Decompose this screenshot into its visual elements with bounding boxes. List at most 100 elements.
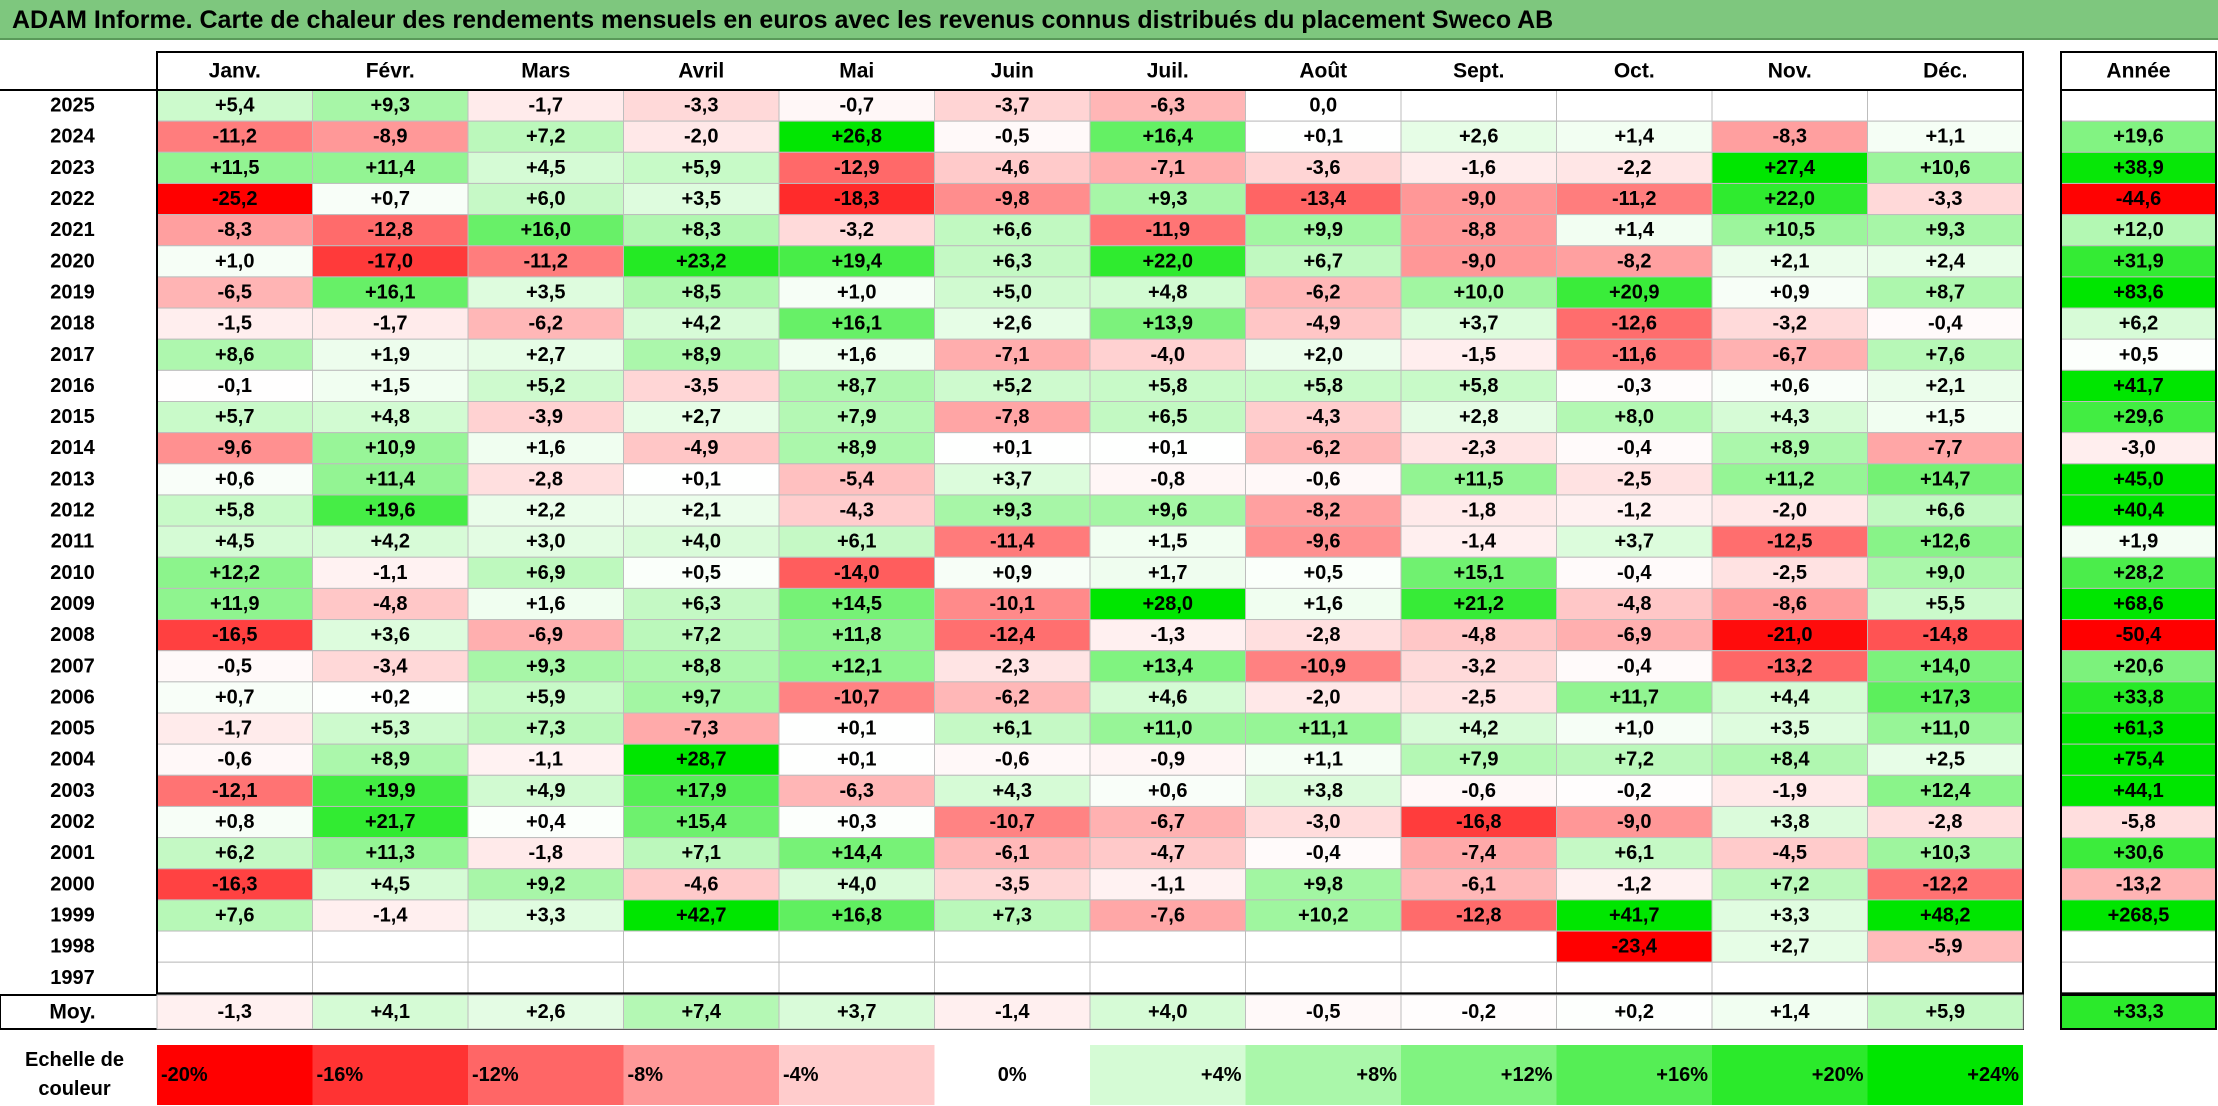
heatmap-cell [1400, 401, 1557, 434]
scale-swatch [1712, 1045, 1868, 1105]
heatmap-cell-label: +4,6 [1148, 686, 1187, 708]
heatmap-cell-label: +16,0 [520, 219, 571, 241]
heatmap-cell [623, 619, 780, 652]
scale-label: +4% [1201, 1064, 1242, 1086]
heatmap-cell [467, 151, 624, 184]
heatmap-cell-label: -6,9 [1617, 624, 1651, 646]
heatmap-cell [778, 120, 935, 153]
heatmap-cell [1245, 369, 1402, 403]
heatmap-cell-label: -14,0 [834, 562, 880, 584]
row-year-label: 2001 [50, 842, 95, 864]
heatmap-cell-label: -0,4 [1306, 842, 1341, 864]
annual-cell-label: +20,6 [2113, 655, 2164, 677]
heatmap-cell-label: +4,3 [1770, 406, 1809, 428]
heatmap-cell [467, 961, 624, 994]
heatmap-cell-label: +3,7 [993, 468, 1032, 490]
heatmap-cell [1400, 245, 1557, 278]
heatmap-cell-label: -4,7 [1151, 842, 1185, 864]
heatmap-cell [1089, 743, 1246, 776]
heatmap-cell [623, 587, 780, 621]
heatmap-cell [312, 401, 469, 434]
heatmap-cell-label: -8,9 [373, 126, 407, 148]
heatmap-cell [778, 930, 935, 963]
heatmap-cell-label: -7,8 [995, 406, 1029, 428]
heatmap-cell [623, 930, 780, 963]
heatmap-cell [1867, 712, 2024, 745]
annual-cell-label: +44,1 [2113, 780, 2164, 802]
heatmap-cell [1245, 899, 1402, 932]
heatmap-cell-label: -11,9 [1146, 219, 1190, 241]
heatmap-cell [934, 837, 1091, 870]
average-cell [1089, 994, 1246, 1030]
annual-cell [2060, 556, 2217, 589]
scale-swatch [779, 1045, 935, 1105]
heatmap-cell-label: -11,2 [524, 250, 568, 272]
heatmap-cell-label: +9,2 [526, 873, 565, 895]
heatmap-cell-label: -4,6 [684, 873, 718, 895]
row-year-label: 2022 [50, 188, 95, 210]
heatmap-cell [1867, 494, 2024, 527]
row-year-label: 2019 [50, 281, 95, 303]
heatmap-cell-label: +13,9 [1142, 313, 1193, 335]
heatmap-cell [1867, 276, 2024, 309]
heatmap-cell [1711, 743, 1868, 776]
heatmap-cell-label: +0,2 [371, 686, 410, 708]
heatmap-cell-label: -0,6 [218, 749, 252, 771]
heatmap-cell-label: -2,5 [1773, 562, 1807, 584]
row-year-label: 2012 [50, 500, 95, 522]
heatmap-cell-label: -6,2 [995, 686, 1029, 708]
heatmap-cell-label: +22,0 [1142, 250, 1193, 272]
heatmap-cell [934, 961, 1091, 994]
heatmap-cell [1711, 961, 1868, 994]
annual-cell [2060, 619, 2217, 652]
heatmap-cell [1089, 961, 1246, 994]
heatmap-cell [623, 774, 780, 807]
heatmap-cell [312, 432, 469, 465]
heatmap-cell [623, 120, 780, 153]
heatmap-cell [1089, 463, 1246, 496]
heatmap-cell-label: +6,6 [1926, 500, 1965, 522]
heatmap-cell-label: +5,2 [526, 375, 565, 397]
heatmap-cell [467, 463, 624, 496]
annual-cell [2060, 432, 2217, 465]
heatmap-cell [1711, 650, 1868, 683]
heatmap-cell-label: -3,5 [684, 375, 718, 397]
heatmap-cell-label: +8,7 [837, 375, 876, 397]
heatmap-cell-label: +26,8 [831, 126, 882, 148]
row-year-label: 2006 [50, 686, 95, 708]
heatmap-cell-label: -3,2 [1462, 655, 1496, 677]
heatmap-cell-label: -6,2 [529, 313, 563, 335]
heatmap-cell-label: -2,0 [684, 126, 718, 148]
heatmap-cell-label: -9,8 [995, 188, 1029, 210]
heatmap-cell-label: +6,5 [1148, 406, 1187, 428]
heatmap-cell [1245, 307, 1402, 340]
scale-label: 0% [998, 1064, 1027, 1086]
heatmap-cell-label: -25,2 [212, 188, 258, 210]
heatmap-cell [1867, 556, 2024, 589]
column-header: Janv. [209, 60, 261, 83]
heatmap-cell [934, 338, 1091, 371]
heatmap-cell-label: +19,4 [831, 250, 882, 272]
heatmap-cell [1400, 587, 1557, 621]
heatmap-cell [467, 650, 624, 683]
annual-cell-label: +75,4 [2113, 749, 2164, 771]
heatmap-cell-label: +8,9 [371, 749, 410, 771]
heatmap-cell-label: -2,5 [1462, 686, 1496, 708]
heatmap-cell-label: -3,3 [1928, 188, 1962, 210]
heatmap-cell [1711, 276, 1868, 309]
heatmap-cell [156, 494, 313, 527]
annual-cell-label: +41,7 [2113, 375, 2164, 397]
heatmap-cell [312, 805, 469, 839]
heatmap-cell-label: -0,4 [1617, 437, 1652, 459]
heatmap-cell [1711, 681, 1868, 714]
heatmap-cell [1400, 307, 1557, 340]
heatmap-cell [934, 774, 1091, 807]
heatmap-cell-label: +28,0 [1142, 593, 1193, 615]
heatmap-cell-label: -7,4 [1462, 842, 1497, 864]
column-header: Juil. [1147, 60, 1189, 83]
heatmap-cell-label: -1,2 [1617, 500, 1651, 522]
heatmap-cell-label: +1,7 [1148, 562, 1187, 584]
heatmap-cell-label: +7,3 [526, 718, 565, 740]
heatmap-cell-label: -17,0 [367, 250, 413, 272]
heatmap-cell [1245, 120, 1402, 153]
